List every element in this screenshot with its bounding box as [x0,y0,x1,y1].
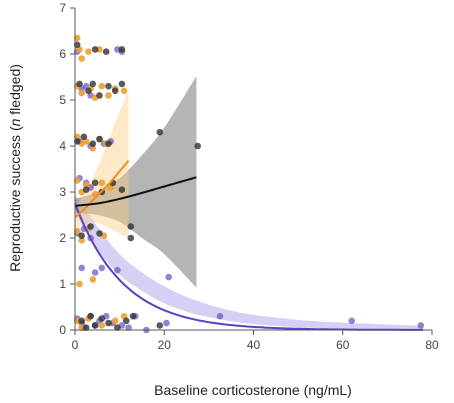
data-point [76,280,83,288]
data-point [98,179,106,187]
data-point [98,82,106,90]
data-point [127,223,135,230]
data-point [129,312,137,320]
data-point [114,266,121,274]
data-point [91,322,99,329]
y-axis-label-part-2: fledged) [7,64,23,118]
data-point [348,317,356,325]
data-point [89,80,97,88]
y-axis-label: Reproductive success (n fledged) [7,64,23,272]
confidence-bands [75,76,424,330]
data-point [82,186,90,193]
data-point [111,87,119,95]
data-point [91,269,99,276]
data-points [73,34,425,334]
data-point [125,324,132,332]
data-point [163,319,170,327]
data-point [156,128,164,136]
data-point [73,227,81,235]
x-tick-label: 60 [336,338,350,352]
data-point [78,264,85,272]
data-point [89,276,97,283]
data-point [98,315,106,322]
y-tick-label: 6 [59,47,66,61]
x-tick-label: 20 [158,338,172,352]
data-point [73,133,81,141]
y-tick-label: 5 [59,93,66,107]
data-point [118,46,126,53]
data-point [156,322,164,329]
x-axis-label: Baseline corticosterone (ng/mL) [154,382,352,398]
data-point [123,317,130,325]
data-point [78,317,85,325]
data-point [96,135,103,143]
data-point [96,92,103,99]
confidence-band [75,194,424,330]
data-point [85,48,92,55]
data-point [98,264,106,272]
data-point [73,41,81,49]
data-point [76,80,83,88]
confidence-band [75,90,129,238]
x-tick-label: 0 [72,338,79,352]
data-point [73,34,81,42]
data-point [80,133,88,141]
x-tick-label: 40 [247,338,261,352]
data-point [87,312,94,320]
y-tick-label: 2 [59,231,66,245]
fit-curve [74,159,130,219]
data-point [417,322,425,329]
data-point [78,89,85,97]
y-axis-label-part-1: Reproductive success ( [7,126,23,272]
data-point [105,92,112,99]
x-tick-label: 80 [425,338,439,352]
data-point [78,237,85,244]
data-point [127,234,135,242]
fit-curve [74,176,197,207]
y-tick-label: 1 [59,277,66,291]
data-point [87,223,94,230]
data-point [216,312,224,320]
y-tick-label: 0 [59,323,66,337]
confidence-band [75,76,197,288]
y-axis-label-italic: n [7,118,23,126]
data-point [165,273,172,281]
data-point [118,186,126,193]
data-point [89,145,97,152]
data-point [78,55,85,62]
data-point [82,181,90,189]
y-tick-label: 3 [59,185,66,199]
x-axis-ticks: 0 20 40 60 80 [72,330,439,352]
data-point [91,179,99,187]
data-point [82,324,90,332]
data-point [111,317,119,325]
data-point [114,324,121,332]
data-point [85,87,92,95]
y-tick-label: 7 [59,1,66,15]
data-point [91,46,99,53]
data-point [102,48,110,55]
y-tick-label: 4 [59,139,66,153]
data-point [73,177,81,184]
data-point [78,232,85,239]
data-point [105,82,112,90]
data-point [120,87,128,95]
data-point [98,322,106,329]
data-point [105,319,112,327]
data-point [194,142,201,150]
data-point [73,138,81,145]
y-axis-ticks: 0 1 2 3 4 5 6 7 [59,1,75,337]
data-point [105,140,112,147]
data-point [96,230,103,237]
data-point [89,140,97,147]
data-point [118,80,126,88]
